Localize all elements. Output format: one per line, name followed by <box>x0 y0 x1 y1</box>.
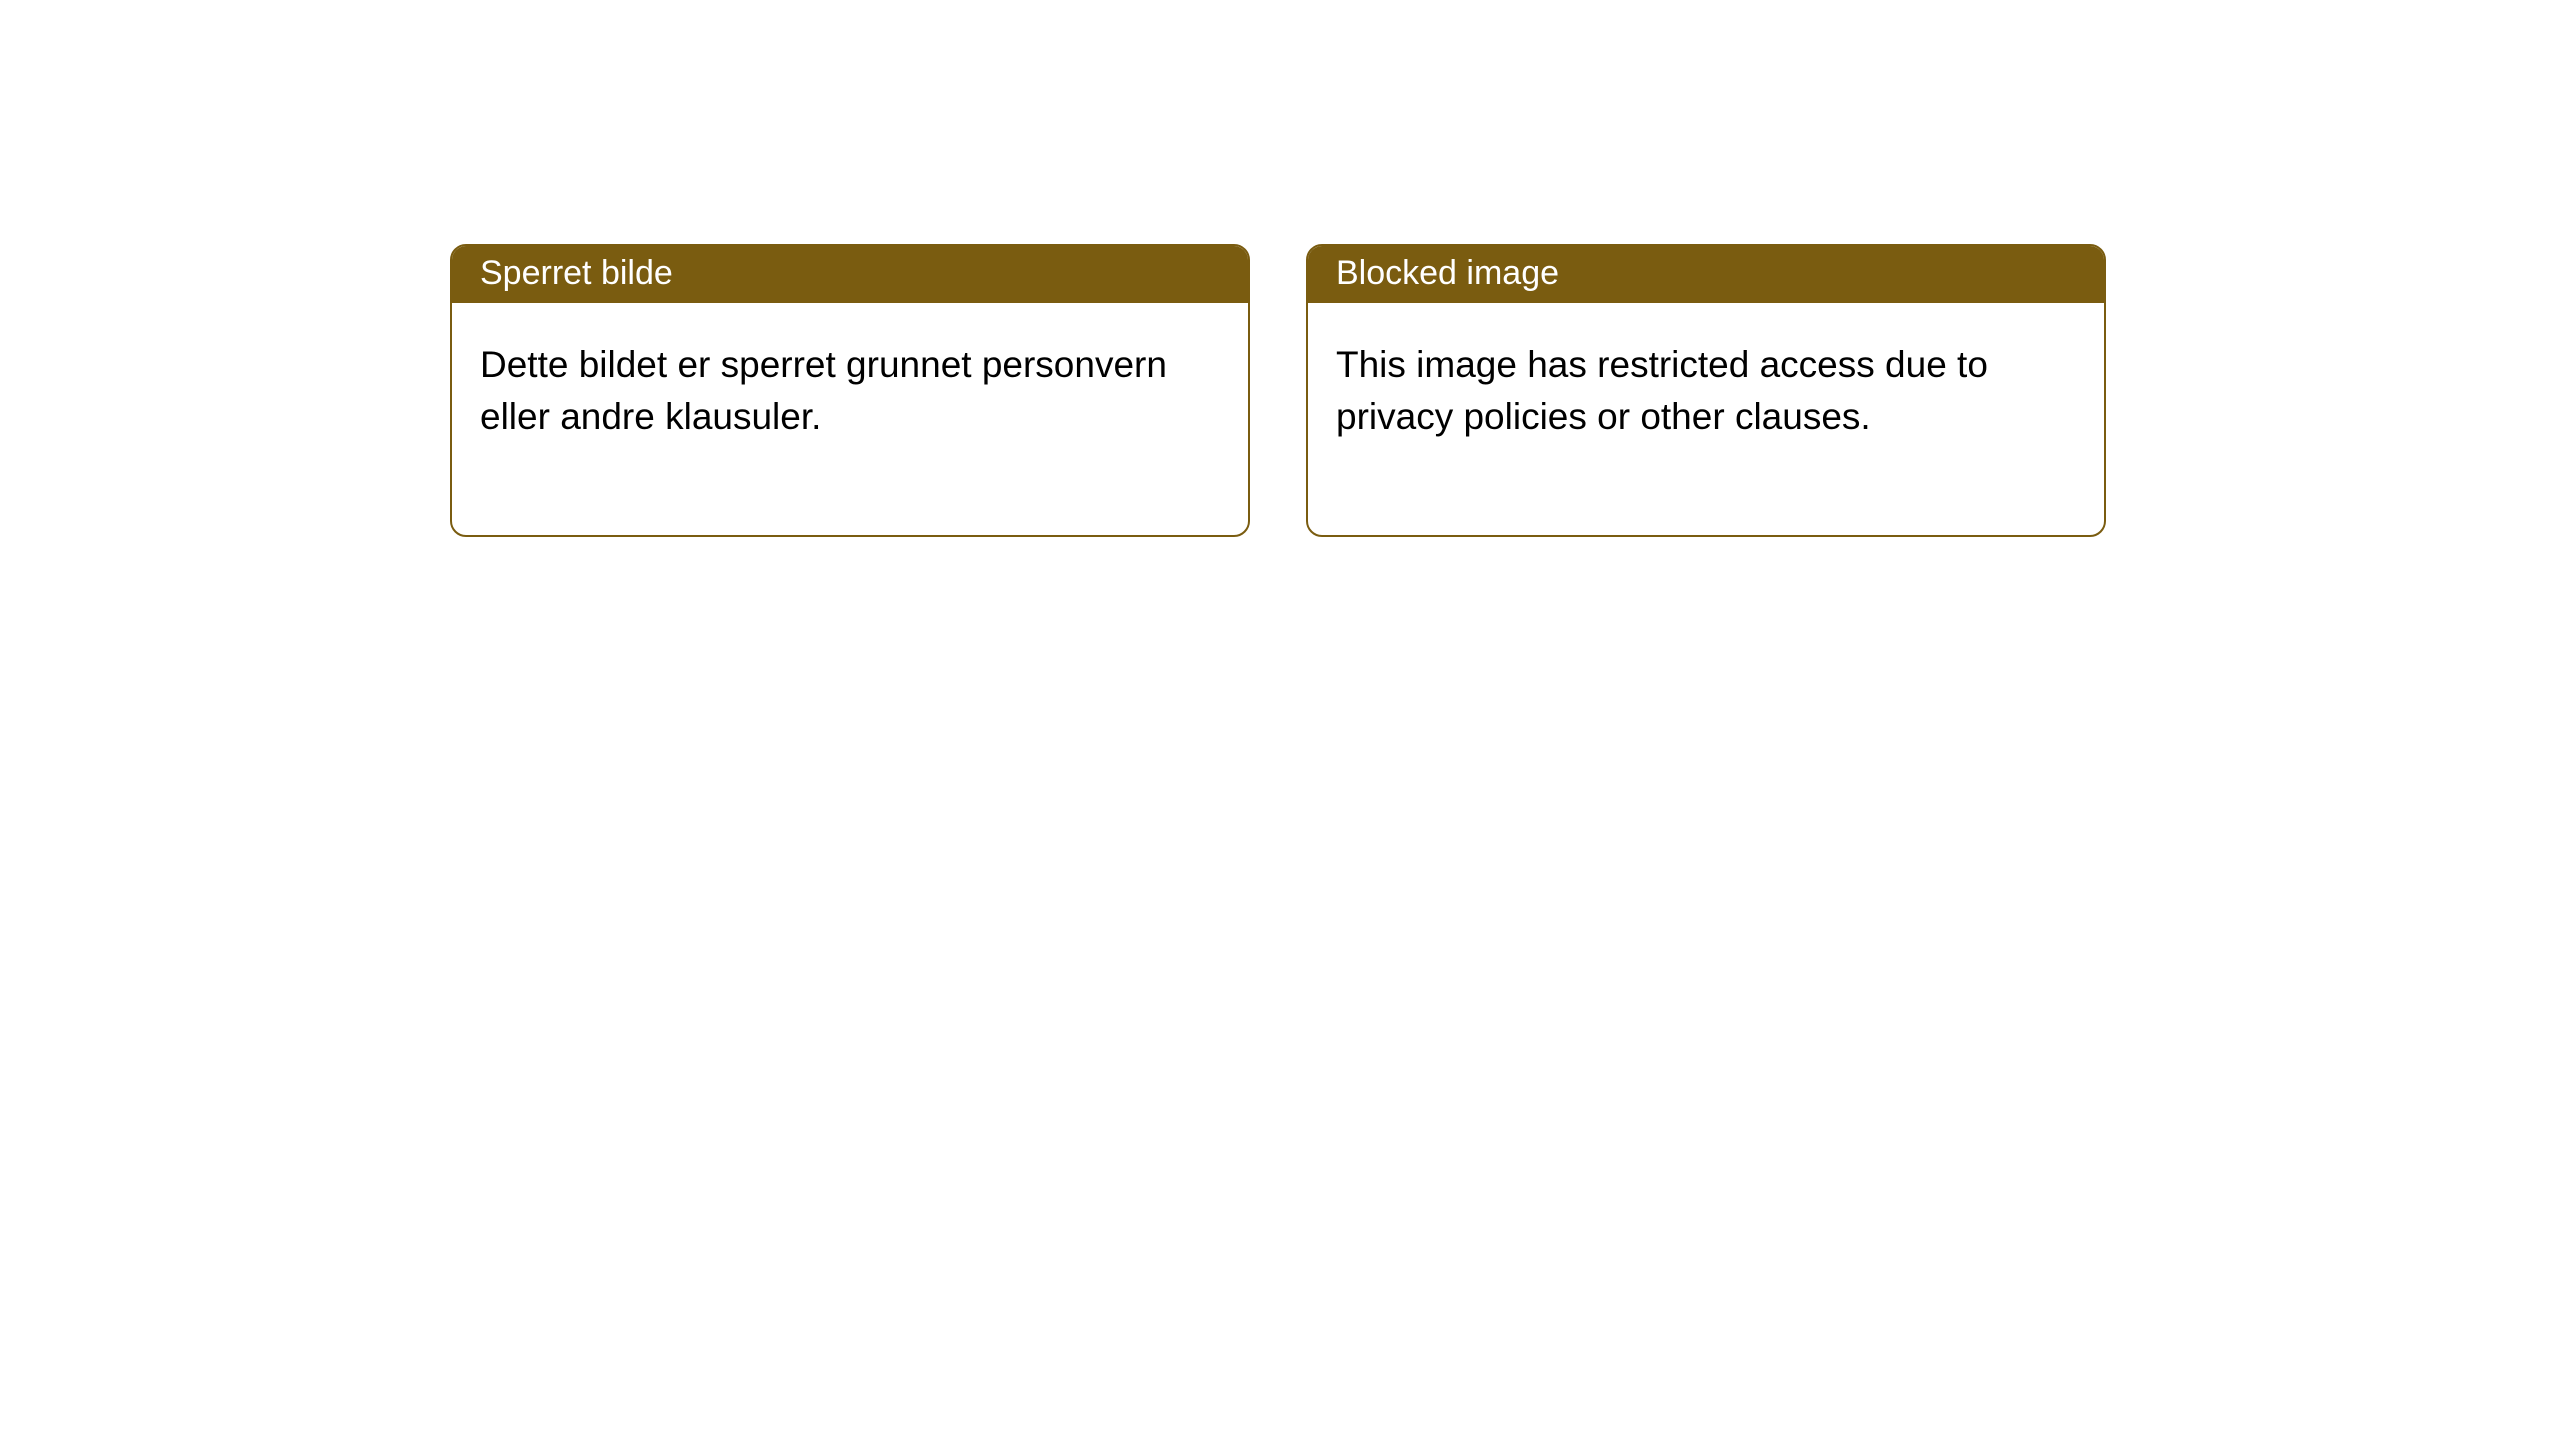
card-header: Sperret bilde <box>452 246 1248 303</box>
notice-cards-container: Sperret bilde Dette bildet er sperret gr… <box>450 244 2106 537</box>
card-title: Sperret bilde <box>480 254 673 292</box>
card-body: Dette bildet er sperret grunnet personve… <box>452 303 1248 535</box>
notice-card-english: Blocked image This image has restricted … <box>1306 244 2106 537</box>
card-title: Blocked image <box>1336 254 1559 292</box>
card-body-text: Dette bildet er sperret grunnet personve… <box>480 344 1167 437</box>
card-header: Blocked image <box>1308 246 2104 303</box>
card-body: This image has restricted access due to … <box>1308 303 2104 535</box>
card-body-text: This image has restricted access due to … <box>1336 344 1988 437</box>
notice-card-norwegian: Sperret bilde Dette bildet er sperret gr… <box>450 244 1250 537</box>
